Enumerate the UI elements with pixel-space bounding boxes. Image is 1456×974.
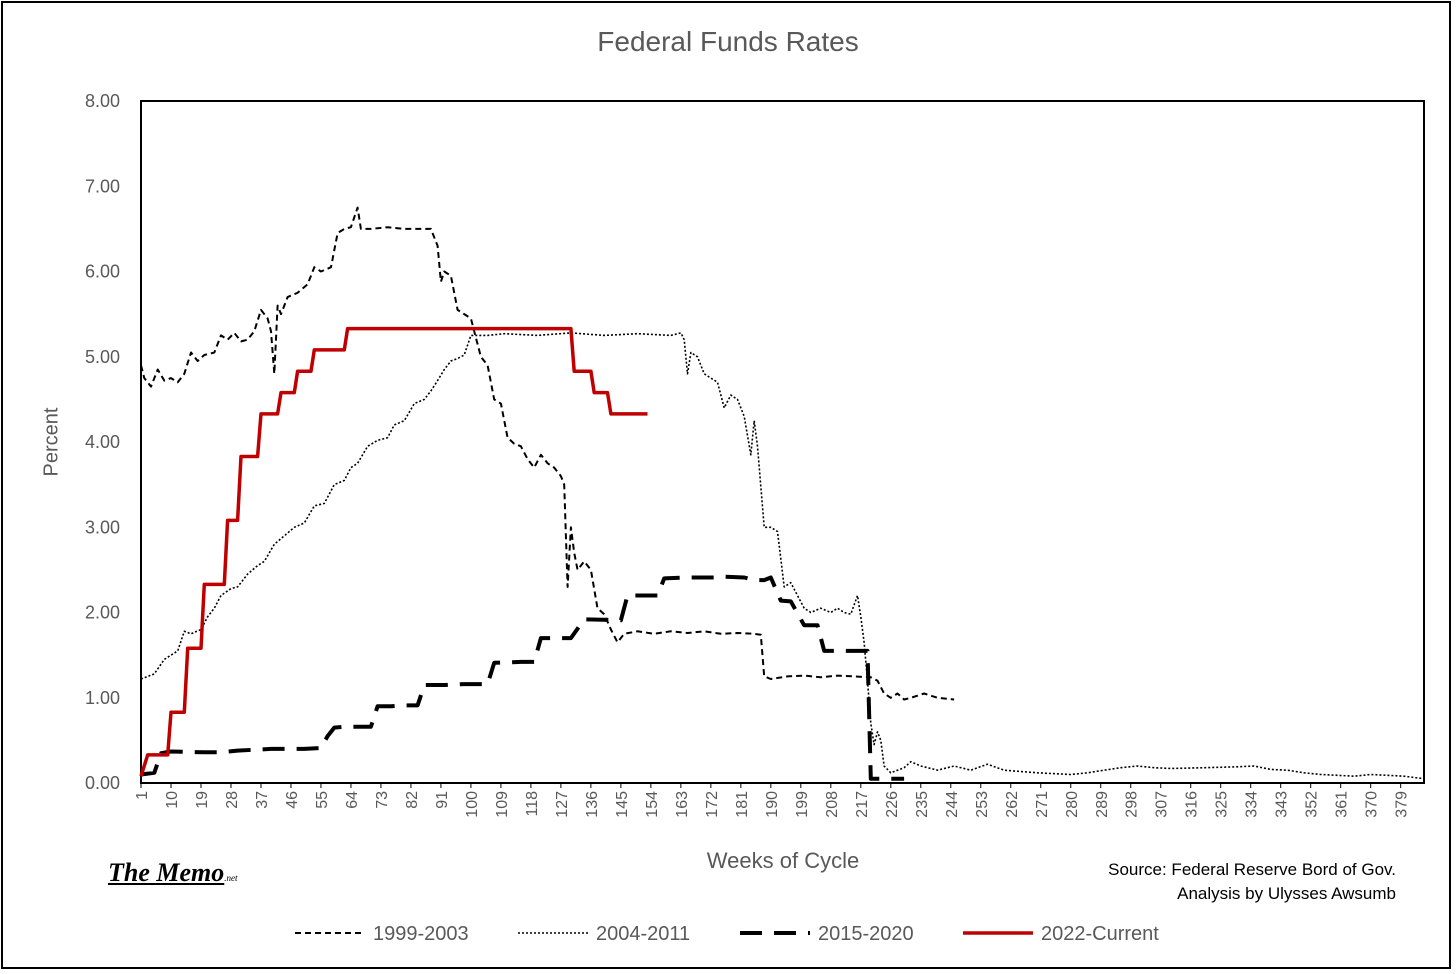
x-tick-label: 46 [284,791,301,809]
y-tick-label: 8.00 [85,91,120,111]
x-tick-label: 289 [1094,791,1111,818]
x-tick-label: 28 [224,791,241,809]
x-tick-label: 280 [1064,791,1081,818]
x-tick-label: 82 [404,791,421,809]
y-tick-label: 6.00 [85,262,120,282]
y-tick-label: 1.00 [85,688,120,708]
source-note: Source: Federal Reserve Bord of Gov. Ana… [1108,858,1396,906]
y-tick-label: 5.00 [85,347,120,367]
legend-label: 2004-2011 [596,923,690,945]
x-tick-label: 325 [1214,791,1231,818]
x-tick-label: 127 [554,791,571,818]
x-tick-label: 271 [1034,791,1051,818]
x-tick-label: 361 [1334,791,1351,818]
x-tick-label: 262 [1004,791,1021,818]
x-tick-label: 10 [164,791,181,809]
logo-text: The Memo [108,858,225,887]
plot-area [140,100,1425,784]
series-line-2004-2011 [140,332,1425,780]
x-tick-label: 1 [134,791,151,800]
x-tick-label: 253 [974,791,991,818]
x-tick-label: 154 [644,791,661,818]
x-tick-label: 190 [764,791,781,818]
x-tick-label: 55 [314,791,331,809]
x-tick-label: 73 [374,791,391,809]
chart-title: Federal Funds Rates [597,26,859,57]
x-tick-label: 118 [524,791,541,817]
x-tick-label: 163 [674,791,691,818]
x-tick-label: 199 [794,791,811,818]
series-line-2015-2020 [140,574,905,781]
x-tick-label: 109 [494,791,511,818]
source-line-2: Analysis by Ulysses Awsumb [1177,884,1396,903]
x-tick-label: 307 [1154,791,1171,818]
legend-label: 2015-2020 [818,923,914,945]
x-tick-label: 64 [344,791,361,809]
x-tick-label: 145 [614,791,631,818]
x-tick-label: 136 [584,791,601,818]
x-tick-label: 352 [1304,791,1321,818]
x-tick-label: 208 [824,791,841,818]
legend-label: 1999-2003 [373,923,469,945]
legend: 1999-2003 2004-2011 2015-2020 2022-Current [295,923,1159,945]
x-axis-label: Weeks of Cycle [706,848,860,873]
x-tick-label: 19 [194,791,211,809]
x-tick-label: 37 [254,791,271,809]
y-tick-label: 2.00 [85,603,120,623]
x-tick-label: 235 [914,791,931,818]
series-line-2022-current [139,326,648,777]
y-axis-ticks: 0.00 1.00 2.00 3.00 4.00 5.00 6.00 7.00 8.00 [85,91,120,793]
x-tick-label: 343 [1274,791,1291,818]
x-tick-label: 217 [854,791,871,818]
y-tick-label: 0.00 [85,773,120,793]
y-tick-label: 4.00 [85,432,120,452]
x-tick-label: 298 [1124,791,1141,818]
x-axis-ticks: 1 10 19 28 37 46 55 64 73 82 91 100 109 118 127 136 145 1… [134,783,1411,818]
x-tick-label: 100 [464,791,481,818]
the-memo-logo: The Memo.net [108,858,238,888]
x-tick-label: 172 [704,791,721,818]
x-tick-label: 181 [734,791,751,818]
source-line-1: Source: Federal Reserve Bord of Gov. [1108,860,1396,879]
y-tick-label: 3.00 [85,517,120,537]
x-tick-label: 334 [1244,791,1261,818]
x-tick-label: 91 [434,791,451,809]
legend-label: 2022-Current [1041,923,1159,945]
x-tick-label: 244 [944,791,961,818]
x-tick-label: 226 [884,791,901,818]
x-tick-label: 370 [1364,791,1381,818]
series-group [139,206,1425,781]
logo-suffix: .net [224,873,238,883]
series-line-1999-2003 [140,206,955,701]
x-tick-label: 379 [1394,791,1411,818]
x-tick-label: 316 [1184,791,1201,818]
y-tick-label: 7.00 [85,176,120,196]
